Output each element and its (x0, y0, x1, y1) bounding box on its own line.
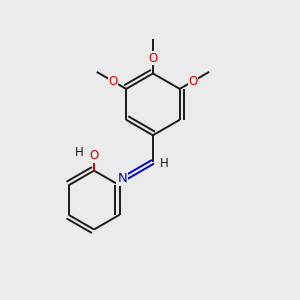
Text: H: H (159, 157, 168, 170)
Text: N: N (117, 172, 127, 185)
Text: H: H (75, 146, 84, 159)
Text: O: O (148, 52, 158, 64)
Text: O: O (108, 75, 118, 88)
Text: O: O (89, 149, 99, 162)
Text: O: O (188, 75, 198, 88)
